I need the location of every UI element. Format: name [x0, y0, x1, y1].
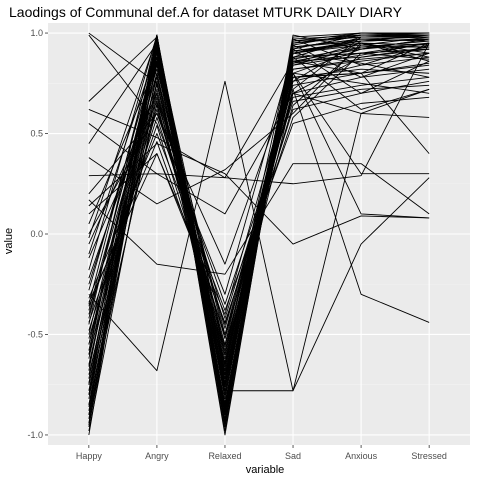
x-axis-title: variable: [246, 464, 285, 476]
series-line: [88, 44, 430, 384]
series-line: [88, 48, 430, 395]
y-tick-label: 0.0: [30, 229, 43, 239]
series-line: [88, 34, 430, 364]
y-tick-label: -0.5: [27, 329, 43, 339]
y-axis-title: value: [3, 228, 15, 254]
y-tick-label: 1.0: [30, 28, 43, 38]
minor-gridlines: [48, 82, 470, 386]
x-tick-label: Anxious: [345, 451, 378, 461]
x-tick-label: Angry: [145, 451, 169, 461]
series-line: [88, 72, 430, 315]
y-axis: -1.0 -0.5 0.0 0.5 1.0: [27, 28, 48, 440]
series-line: [88, 38, 430, 388]
x-tick-label: Stressed: [411, 451, 447, 461]
y-tick-label: -1.0: [27, 430, 43, 440]
series-lines: [88, 32, 430, 436]
x-axis: Happy Angry Relaxed Sad Anxious Stressed: [76, 445, 447, 461]
x-tick-label: Sad: [285, 451, 301, 461]
series-line: [88, 34, 430, 347]
x-tick-label: Relaxed: [208, 451, 241, 461]
series-line: [88, 42, 430, 407]
series-line: [88, 42, 430, 323]
chart-title: Laodings of Communal def.A for dataset M…: [9, 4, 403, 20]
series-line: [88, 88, 430, 215]
series-line: [88, 42, 430, 185]
x-tick-label: Happy: [76, 451, 103, 461]
series-line: [88, 72, 430, 392]
y-tick-label: 0.5: [30, 129, 43, 139]
